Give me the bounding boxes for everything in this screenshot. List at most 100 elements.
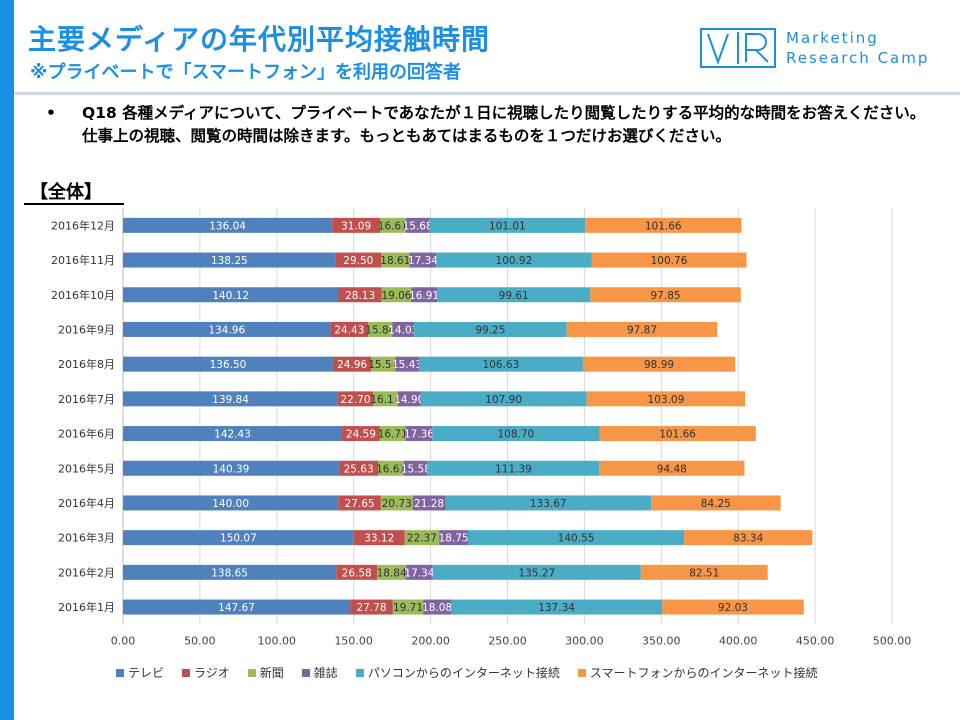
x-tick-label: 350.00	[642, 634, 681, 647]
legend-item: 新聞	[247, 664, 284, 681]
data-label: 138.25	[211, 255, 248, 267]
data-label: 108.70	[497, 429, 534, 441]
data-label: 137.34	[538, 602, 575, 614]
data-label: 92.03	[718, 602, 748, 614]
legend-swatch	[182, 668, 191, 677]
data-label: 100.92	[496, 255, 533, 267]
data-label: 24.59	[346, 429, 376, 441]
data-label: 20.73	[382, 498, 412, 510]
legend-item: ラジオ	[182, 664, 230, 681]
logo-wordmark: Marketing Research Camp	[786, 28, 929, 68]
bar-segment	[406, 564, 433, 580]
category-label: 2016年8月	[58, 357, 115, 371]
bar-segment	[377, 564, 407, 580]
data-label: 28.13	[345, 290, 375, 302]
bar-segment	[350, 599, 393, 615]
bar-segment	[450, 599, 663, 615]
data-label: 31.09	[341, 220, 371, 232]
data-label: 84.25	[701, 498, 731, 510]
data-label: 24.96	[337, 359, 367, 371]
bar-segment	[353, 530, 405, 546]
data-label: 22.70	[340, 394, 370, 406]
data-label: 133.67	[530, 498, 567, 510]
legend-swatch	[301, 668, 310, 677]
bar-segment	[392, 599, 424, 615]
section-label: 【全体】	[30, 182, 102, 203]
data-label: 15.84	[365, 324, 395, 336]
bar-segment	[123, 217, 333, 233]
data-label: 107.90	[485, 394, 522, 406]
page-title: 主要メディアの年代別平均接触時間	[28, 23, 491, 56]
legend-swatch	[577, 668, 586, 677]
bar-segment	[332, 356, 372, 372]
bar-segment	[590, 287, 741, 303]
data-label: 83.34	[733, 533, 763, 545]
data-label: 101.66	[645, 220, 682, 232]
bar-segment	[380, 217, 406, 233]
data-label: 24.43	[334, 324, 364, 336]
data-label: 26.58	[342, 567, 372, 579]
bar-segment	[330, 321, 369, 337]
header-divider	[14, 92, 960, 95]
data-label: 19.71	[393, 602, 423, 614]
bar-segment	[591, 252, 747, 268]
bar-segment	[467, 530, 685, 546]
data-label: 18.08	[422, 602, 452, 614]
data-label: 97.87	[627, 324, 657, 336]
category-label: 2016年1月	[58, 600, 115, 614]
category-label: 2016年5月	[58, 461, 115, 475]
bar-segment	[684, 530, 813, 546]
bar-segment	[403, 460, 428, 476]
bar-segment	[123, 460, 339, 476]
bar-segment	[429, 217, 586, 233]
data-label: 140.55	[558, 533, 595, 545]
data-label: 16.61	[378, 220, 408, 232]
legend-label: ラジオ	[194, 666, 230, 680]
data-label: 101.01	[489, 220, 526, 232]
question-text: Q18 各種メディアについて、プライベートであなたが１日に視聴したり閲覧したりす…	[82, 104, 926, 145]
data-label: 134.96	[208, 324, 245, 336]
data-label: 136.04	[209, 220, 246, 232]
bar-segment	[640, 564, 768, 580]
data-label: 99.61	[499, 290, 529, 302]
survey-question: • Q18 各種メディアについて、プライベートであなたが１日に視聴したり閲覧した…	[46, 102, 926, 148]
data-label: 33.12	[364, 533, 394, 545]
bar-segment	[123, 391, 339, 407]
category-label: 2016年6月	[58, 427, 115, 441]
bar-segment	[599, 460, 745, 476]
data-label: 139.84	[212, 394, 249, 406]
bar-segment	[123, 599, 351, 615]
bar-segment	[378, 460, 404, 476]
bar-segment	[123, 356, 333, 372]
legend-item: パソコンからのインターネット接続	[355, 664, 560, 681]
bar-segment	[123, 495, 339, 511]
data-label: 27.65	[345, 498, 375, 510]
data-label: 17.34	[408, 255, 438, 267]
bar-segment	[336, 564, 378, 580]
stacked-bar-chart: 0.00 50.00 100.00 150.00 200.00 250.00 300.00 3…	[51, 208, 911, 647]
category-label: 2016年10月	[51, 288, 115, 302]
data-label: 97.85	[651, 290, 681, 302]
data-label: 19.06	[381, 290, 411, 302]
x-tick-label: 50.00	[184, 634, 216, 647]
data-label: 21.28	[414, 498, 444, 510]
bar-segment	[586, 391, 746, 407]
x-tick-label: 200.00	[411, 634, 450, 647]
legend-swatch	[355, 668, 364, 677]
logo-line-1: Marketing	[786, 29, 879, 47]
bar-segment	[662, 599, 804, 615]
legend-swatch	[247, 668, 256, 677]
data-label: 142.43	[214, 429, 251, 441]
section-underline	[24, 203, 124, 205]
bar-segment	[420, 391, 587, 407]
bar-segment	[332, 217, 381, 233]
data-label: 18.84	[377, 567, 407, 579]
bar-segment	[439, 530, 468, 546]
bar-segment	[418, 356, 583, 372]
legend-label: テレビ	[128, 666, 165, 680]
data-label: 103.09	[648, 394, 685, 406]
left-accent-stripe	[0, 0, 14, 720]
bar-segment	[335, 252, 381, 268]
bar-segment	[405, 217, 430, 233]
data-label: 25.63	[344, 463, 374, 475]
